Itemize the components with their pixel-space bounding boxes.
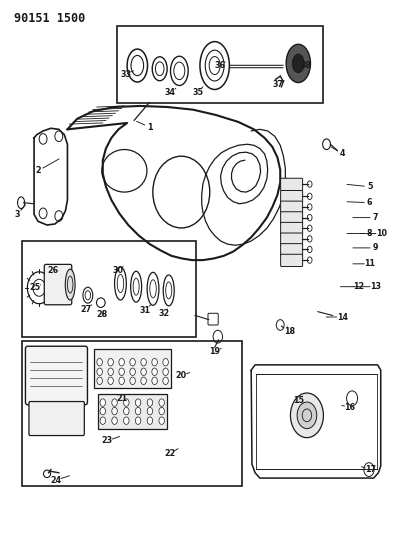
Text: 30: 30 — [112, 266, 123, 275]
Circle shape — [124, 399, 129, 406]
Circle shape — [136, 399, 141, 406]
Text: 2: 2 — [35, 166, 41, 175]
Circle shape — [130, 359, 136, 366]
Circle shape — [152, 377, 157, 384]
Text: 37: 37 — [272, 80, 283, 89]
FancyBboxPatch shape — [281, 254, 303, 266]
Circle shape — [97, 368, 102, 375]
Circle shape — [141, 377, 146, 384]
Circle shape — [147, 399, 152, 406]
Text: 12: 12 — [353, 282, 364, 291]
Circle shape — [163, 377, 168, 384]
Text: 25: 25 — [30, 283, 41, 292]
Text: 6: 6 — [367, 198, 372, 207]
Ellipse shape — [65, 269, 75, 300]
FancyBboxPatch shape — [281, 178, 303, 190]
Circle shape — [130, 377, 136, 384]
Text: 4: 4 — [340, 149, 345, 158]
Circle shape — [152, 359, 157, 366]
Circle shape — [141, 368, 146, 375]
Circle shape — [100, 417, 106, 424]
Circle shape — [119, 359, 125, 366]
FancyBboxPatch shape — [29, 401, 84, 435]
Circle shape — [97, 359, 102, 366]
Circle shape — [163, 359, 168, 366]
Text: 22: 22 — [164, 449, 175, 458]
Circle shape — [147, 407, 152, 415]
Text: 24: 24 — [50, 476, 61, 484]
Circle shape — [108, 368, 113, 375]
FancyBboxPatch shape — [281, 222, 303, 235]
Text: 35: 35 — [192, 87, 203, 96]
Ellipse shape — [286, 44, 310, 83]
Circle shape — [290, 393, 323, 438]
Circle shape — [100, 407, 106, 415]
Bar — [22, 241, 196, 337]
Circle shape — [124, 407, 129, 415]
Text: 38: 38 — [301, 61, 312, 70]
Text: 10: 10 — [376, 229, 387, 238]
Text: 1: 1 — [147, 123, 152, 132]
Text: 11: 11 — [364, 260, 375, 268]
Circle shape — [108, 359, 113, 366]
Text: 20: 20 — [176, 371, 187, 380]
Ellipse shape — [292, 54, 304, 72]
FancyBboxPatch shape — [98, 394, 167, 429]
Circle shape — [141, 359, 146, 366]
FancyBboxPatch shape — [281, 201, 303, 213]
Circle shape — [159, 407, 164, 415]
Circle shape — [124, 417, 129, 424]
Text: 8: 8 — [367, 229, 373, 238]
Text: 23: 23 — [101, 437, 112, 446]
Bar — [117, 26, 323, 103]
Text: 5: 5 — [367, 182, 372, 191]
FancyBboxPatch shape — [26, 346, 87, 405]
Text: 21: 21 — [117, 394, 128, 403]
Circle shape — [97, 377, 102, 384]
Circle shape — [152, 368, 157, 375]
Text: 36: 36 — [214, 61, 225, 70]
Text: 31: 31 — [140, 305, 151, 314]
Text: 19: 19 — [209, 347, 220, 356]
Circle shape — [297, 402, 317, 429]
Circle shape — [136, 407, 141, 415]
Text: 27: 27 — [81, 304, 92, 313]
Text: 16: 16 — [345, 403, 356, 412]
Circle shape — [147, 417, 152, 424]
Circle shape — [136, 417, 141, 424]
Text: 14: 14 — [337, 312, 348, 321]
Circle shape — [119, 368, 125, 375]
Text: 90151 1500: 90151 1500 — [15, 12, 85, 26]
Text: 26: 26 — [47, 266, 58, 275]
Circle shape — [163, 368, 168, 375]
Text: 18: 18 — [284, 327, 295, 336]
Text: 13: 13 — [370, 282, 381, 291]
Circle shape — [112, 407, 117, 415]
Text: 34: 34 — [165, 87, 176, 96]
FancyBboxPatch shape — [281, 233, 303, 245]
Text: 15: 15 — [294, 396, 305, 405]
Text: 3: 3 — [15, 210, 20, 219]
FancyBboxPatch shape — [44, 264, 72, 305]
Text: 33: 33 — [120, 70, 131, 78]
Text: 7: 7 — [373, 213, 378, 222]
Circle shape — [130, 368, 136, 375]
FancyBboxPatch shape — [281, 244, 303, 256]
Text: 9: 9 — [373, 244, 378, 253]
Circle shape — [112, 417, 117, 424]
FancyBboxPatch shape — [281, 190, 303, 203]
Circle shape — [119, 377, 125, 384]
Bar — [22, 341, 242, 486]
FancyBboxPatch shape — [281, 212, 303, 224]
Text: 17: 17 — [365, 465, 376, 474]
Circle shape — [100, 399, 106, 406]
Circle shape — [159, 399, 164, 406]
FancyBboxPatch shape — [94, 350, 171, 387]
Circle shape — [108, 377, 113, 384]
Text: 32: 32 — [158, 309, 169, 318]
Circle shape — [159, 417, 164, 424]
Circle shape — [112, 399, 117, 406]
Text: 28: 28 — [97, 310, 108, 319]
